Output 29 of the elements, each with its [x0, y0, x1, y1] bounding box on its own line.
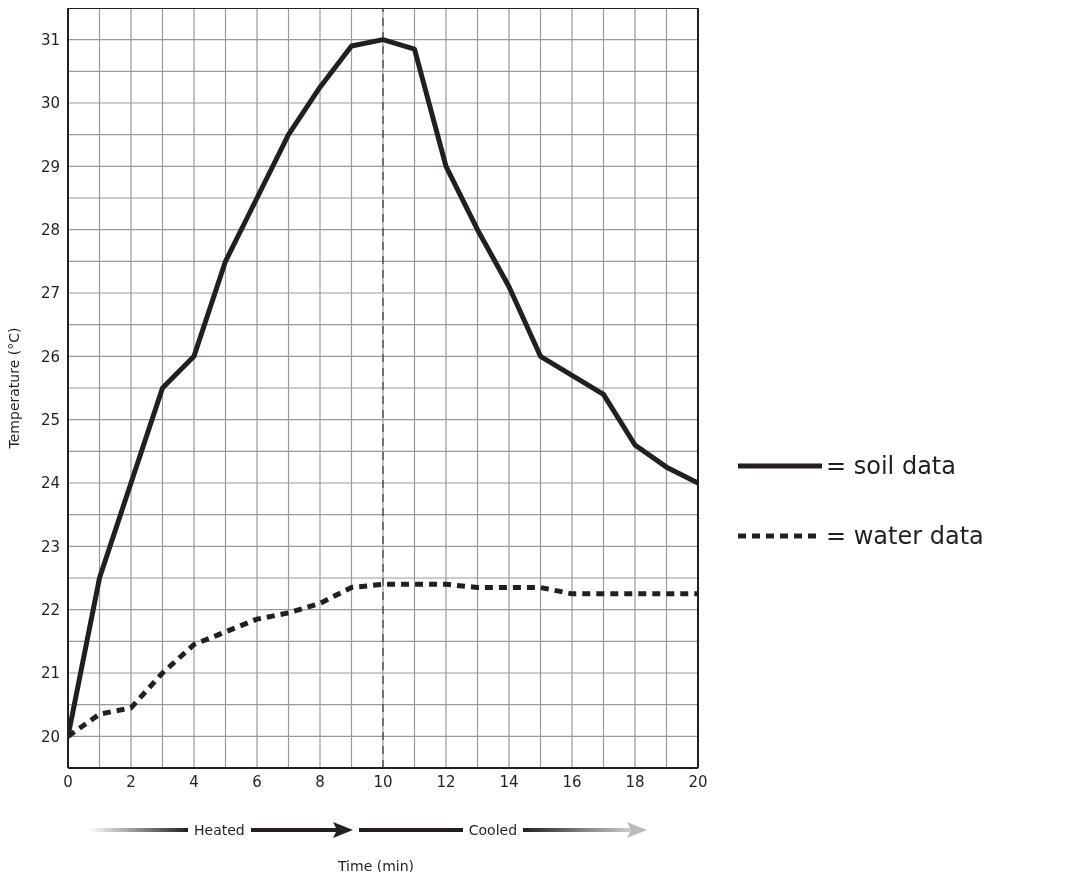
y-tick-label: 31	[40, 30, 60, 49]
y-tick-label: 24	[40, 474, 60, 493]
text: Heated	[194, 822, 245, 838]
legend-label: = soil data	[826, 452, 956, 480]
x-tick-label: 8	[315, 772, 325, 791]
x-tick-label: 10	[373, 772, 393, 791]
x-tick-label: 6	[252, 772, 262, 791]
x-tick-label: 0	[63, 772, 73, 791]
text: Cooled	[468, 822, 518, 838]
y-tick-label: 28	[40, 220, 60, 239]
y-tick-label: 21	[40, 664, 60, 683]
x-tick-label: 20	[688, 772, 708, 791]
y-tick-label: 26	[40, 347, 60, 366]
x-tick-label: 4	[189, 772, 199, 791]
y-axis-title: Temperature (°C)	[5, 327, 22, 450]
y-tick-label: 23	[40, 537, 60, 556]
y-tick-label: 30	[40, 94, 60, 113]
y-tick-label: 27	[40, 284, 60, 303]
y-tick-label: 25	[40, 410, 60, 429]
y-tick-label: 22	[40, 600, 60, 619]
x-axis-title: Time (min)	[338, 858, 415, 872]
legend-label: = water data	[826, 522, 984, 550]
y-tick-label: 29	[40, 157, 60, 176]
y-tick-label: 20	[40, 727, 60, 746]
x-tick-label: 2	[126, 772, 136, 791]
x-tick-label: 12	[436, 772, 456, 791]
x-tick-label: 18	[625, 772, 645, 791]
x-tick-label: 14	[499, 772, 519, 791]
x-tick-label: 16	[562, 772, 582, 791]
